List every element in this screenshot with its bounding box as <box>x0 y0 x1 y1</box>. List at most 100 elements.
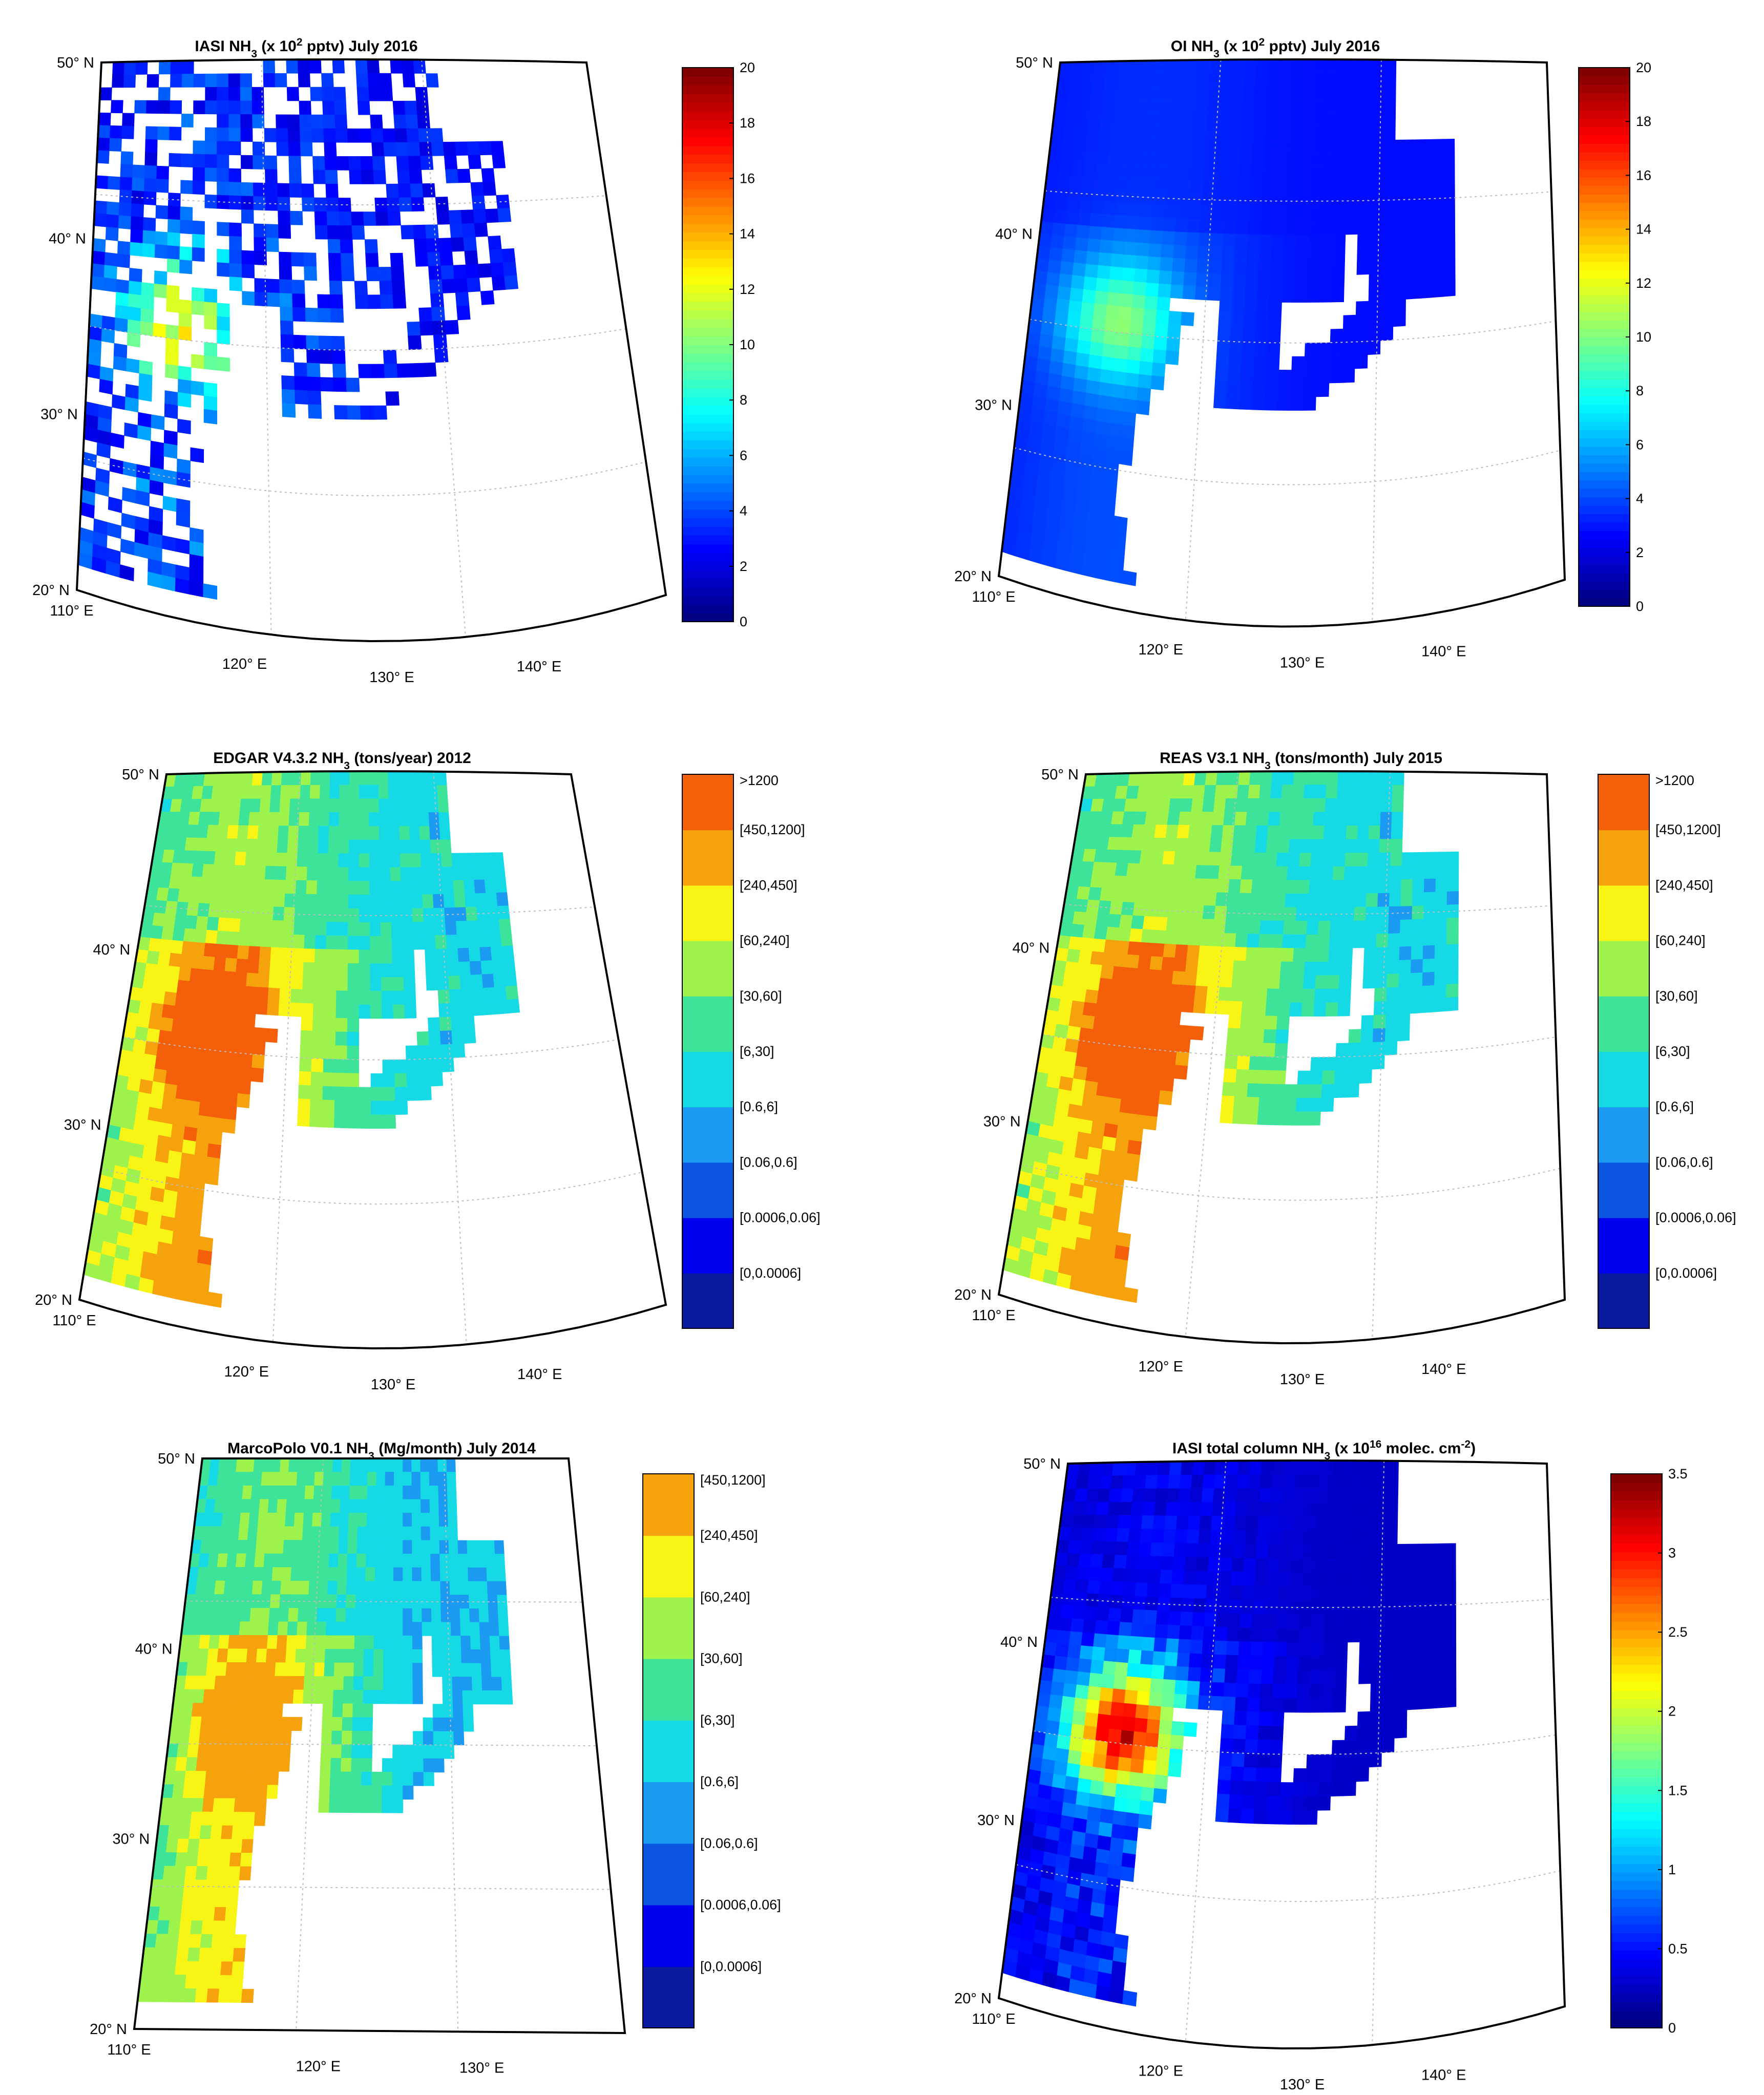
data-cell <box>185 1113 199 1128</box>
data-cell <box>1266 1572 1279 1586</box>
data-cell <box>1290 397 1304 410</box>
data-cell <box>1204 1461 1216 1475</box>
data-cell <box>163 1084 177 1098</box>
data-cell <box>236 1662 246 1676</box>
data-cell <box>1294 935 1307 948</box>
data-cell <box>212 1934 224 1948</box>
colorbar-tick-label: [0.0006,0.06] <box>740 1210 821 1225</box>
data-cell <box>1174 852 1187 865</box>
data-cell <box>1268 329 1281 343</box>
data-cell <box>341 1758 351 1772</box>
data-cell <box>1146 270 1160 284</box>
data-cell <box>1123 255 1137 268</box>
data-cell <box>1160 1707 1173 1722</box>
data-cell <box>1341 921 1354 935</box>
data-cell <box>1360 1056 1373 1070</box>
colorbar-segment <box>682 180 733 189</box>
data-cell <box>262 772 272 785</box>
data-cell <box>259 1499 269 1513</box>
colorbar-segment <box>682 172 733 181</box>
data-cell <box>335 1636 345 1649</box>
data-cell <box>384 1568 393 1581</box>
data-cell <box>1285 221 1297 235</box>
data-cell <box>394 1458 403 1472</box>
data-cell <box>236 1458 246 1472</box>
data-cell <box>385 1499 394 1513</box>
data-cell <box>1110 1837 1124 1853</box>
data-cell <box>398 785 408 799</box>
data-cell <box>254 1027 266 1042</box>
data-cell <box>215 1676 226 1690</box>
data-cell <box>349 785 359 799</box>
data-cell <box>166 285 179 300</box>
data-cell <box>403 1745 413 1759</box>
data-cell <box>1078 327 1092 342</box>
data-cell <box>1117 773 1130 786</box>
data-cell <box>217 1038 230 1052</box>
data-cell <box>356 1581 366 1595</box>
data-cell <box>1125 1060 1139 1074</box>
data-cell <box>288 1608 298 1622</box>
data-cell <box>1106 1203 1121 1219</box>
data-cell <box>1094 176 1107 189</box>
data-cell <box>440 1568 450 1581</box>
data-cell <box>92 263 105 278</box>
data-cell <box>140 321 154 336</box>
data-cell <box>160 1988 173 2002</box>
data-cell <box>462 223 475 238</box>
data-cell <box>1356 853 1368 866</box>
data-cell <box>1072 1831 1086 1847</box>
data-cell <box>1124 1462 1137 1475</box>
data-cell <box>441 1622 451 1636</box>
data-cell <box>1111 1581 1124 1595</box>
data-cell <box>1151 1049 1165 1064</box>
data-cell <box>1039 1771 1054 1787</box>
data-cell <box>1273 1070 1286 1084</box>
data-cell <box>158 100 170 114</box>
data-cell <box>477 1554 487 1568</box>
data-cell <box>366 1527 375 1540</box>
data-cell <box>313 1486 323 1499</box>
data-cell <box>1399 960 1411 974</box>
data-cell <box>1287 167 1299 181</box>
data-cell <box>1300 839 1312 853</box>
data-cell <box>227 826 239 839</box>
data-cell <box>1148 100 1161 113</box>
data-cell <box>344 1663 354 1677</box>
data-cell <box>1174 1680 1188 1695</box>
data-cell <box>481 960 493 975</box>
colorbar-tick-label: 2 <box>1636 545 1644 560</box>
data-cell <box>1119 451 1132 465</box>
data-cell <box>1090 214 1103 227</box>
data-cell <box>217 1472 227 1486</box>
data-cell <box>184 773 195 786</box>
data-cell <box>359 895 370 908</box>
data-cell <box>216 1771 227 1785</box>
data-cell <box>182 74 194 87</box>
data-cell <box>1052 1669 1066 1683</box>
data-cell <box>363 1690 373 1704</box>
data-cell <box>505 972 517 987</box>
data-cell <box>265 1028 278 1043</box>
data-cell <box>1084 1606 1098 1620</box>
data-cell <box>1318 921 1331 935</box>
data-cell <box>1139 1801 1153 1816</box>
data-cell <box>328 854 339 867</box>
data-cell <box>210 799 221 812</box>
data-cell <box>1174 1065 1188 1080</box>
data-cell <box>94 201 107 215</box>
data-cell <box>1326 73 1338 86</box>
data-cell <box>1095 774 1108 787</box>
data-cell <box>1097 1083 1111 1097</box>
data-cell <box>233 999 245 1013</box>
data-cell <box>1171 113 1184 126</box>
data-cell <box>1254 100 1267 113</box>
data-cell <box>156 205 168 219</box>
data-cell <box>439 1527 448 1540</box>
data-cell <box>198 996 211 1010</box>
data-cell <box>1143 1623 1156 1638</box>
data-cell <box>204 1785 216 1798</box>
colorbar-segment <box>1579 312 1630 321</box>
data-cell <box>190 1717 202 1730</box>
data-cell <box>472 853 484 866</box>
